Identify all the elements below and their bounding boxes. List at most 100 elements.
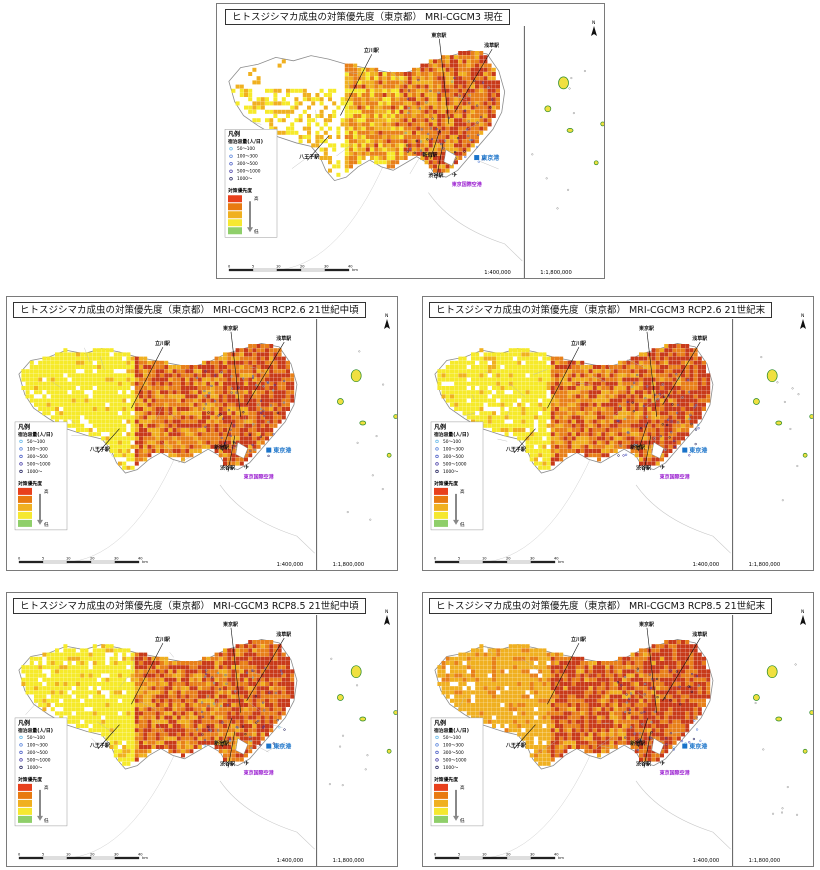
priority-cell: [172, 428, 177, 432]
priority-cell: [265, 432, 269, 437]
priority-cell: [613, 373, 618, 378]
priority-cell: [504, 411, 509, 416]
priority-cell: [672, 356, 677, 361]
priority-cell: [542, 394, 547, 399]
priority-cell: [235, 432, 240, 437]
priority-cell: [281, 411, 286, 416]
priority-cell: [21, 377, 26, 382]
priority-cell: [588, 398, 593, 403]
priority-cell: [672, 440, 677, 445]
priority-cell: [76, 411, 80, 416]
priority-cell: [214, 669, 219, 674]
priority-cell: [206, 661, 211, 665]
priority-cell: [454, 160, 458, 165]
airport-label: 東京国際空港: [244, 474, 275, 481]
priority-cell: [559, 436, 564, 441]
station-label-hachioji: 八王子駅: [505, 446, 526, 453]
priority-cell: [361, 118, 366, 123]
priority-cell: [370, 109, 374, 114]
priority-cell: [210, 732, 215, 737]
scale-tick: 0: [228, 265, 231, 269]
priority-cell: [328, 135, 332, 139]
priority-cell: [361, 97, 366, 102]
priority-cell: [197, 686, 202, 691]
priority-cell: [428, 76, 433, 81]
priority-cell: [59, 690, 64, 695]
station-leader: [662, 341, 701, 405]
priority-cell: [664, 381, 669, 386]
boundary-line: [506, 410, 510, 417]
priority-cell: [542, 428, 547, 432]
priority-cell: [46, 373, 51, 378]
priority-cell: [118, 432, 122, 437]
priority-cell: [664, 440, 669, 445]
priority-cell: [76, 673, 80, 678]
priority-cell: [101, 419, 106, 424]
priority-cell: [571, 377, 576, 382]
priority-cell: [420, 105, 425, 110]
priority-cell: [139, 656, 143, 661]
priority-cell: [223, 698, 227, 703]
priority-cell: [168, 690, 173, 695]
hotel-dot: [694, 442, 697, 446]
priority-cell: [235, 407, 240, 411]
priority-cell: [433, 84, 437, 89]
priority-cell: [445, 80, 450, 85]
priority-cell: [130, 402, 135, 407]
priority-cell: [420, 143, 425, 148]
priority-cell: [235, 365, 240, 369]
priority-cell: [681, 356, 685, 361]
priority-cell: [160, 694, 164, 699]
boundary-line: [472, 394, 475, 400]
priority-cell: [496, 415, 501, 420]
priority-cell: [55, 402, 59, 407]
priority-cell: [281, 130, 286, 135]
priority-cell: [521, 369, 526, 374]
priority-cell: [433, 67, 437, 72]
priority-cell: [59, 402, 64, 407]
priority-cell: [185, 411, 190, 416]
priority-cell: [76, 661, 80, 665]
priority-cell: [281, 356, 286, 361]
hotel-dot: [272, 389, 275, 392]
priority-cell: [344, 80, 349, 85]
priority-cell: [164, 381, 169, 386]
priority-cell: [164, 373, 169, 378]
hotel-dot: [694, 428, 698, 431]
priority-cell: [685, 411, 690, 416]
priority-cell: [214, 407, 219, 411]
priority-cell: [88, 428, 93, 432]
priority-cell: [223, 728, 227, 733]
hotel-dot: [624, 453, 628, 456]
priority-cell: [105, 356, 110, 361]
priority-cell: [260, 377, 265, 382]
priority-cell: [328, 143, 332, 148]
priority-cell: [668, 381, 673, 386]
priority-cell: [542, 386, 547, 390]
priority-cell: [88, 682, 93, 686]
priority-cell: [290, 126, 295, 131]
priority-cell: [176, 724, 181, 728]
priority-cell: [479, 51, 484, 55]
priority-cell: [639, 373, 643, 378]
priority-cell: [382, 109, 387, 114]
priority-cell: [424, 143, 429, 148]
priority-cell: [466, 381, 471, 386]
priority-cell: [458, 105, 463, 110]
priority-cell: [639, 381, 643, 386]
priority-cell: [118, 694, 122, 699]
priority-cell: [252, 80, 257, 85]
priority-cell: [706, 398, 711, 403]
priority-cell: [563, 373, 568, 378]
priority-cell: [517, 373, 522, 378]
priority-cell: [685, 398, 690, 403]
priority-cell: [151, 690, 156, 695]
priority-cell: [130, 724, 135, 728]
station-label-hachioji: 八王子駅: [89, 446, 110, 453]
priority-cell: [67, 365, 72, 369]
priority-cell: [277, 352, 282, 357]
priority-cell: [546, 377, 551, 382]
priority-cell: [59, 686, 64, 691]
priority-cell: [151, 419, 156, 424]
priority-cell: [181, 715, 185, 720]
